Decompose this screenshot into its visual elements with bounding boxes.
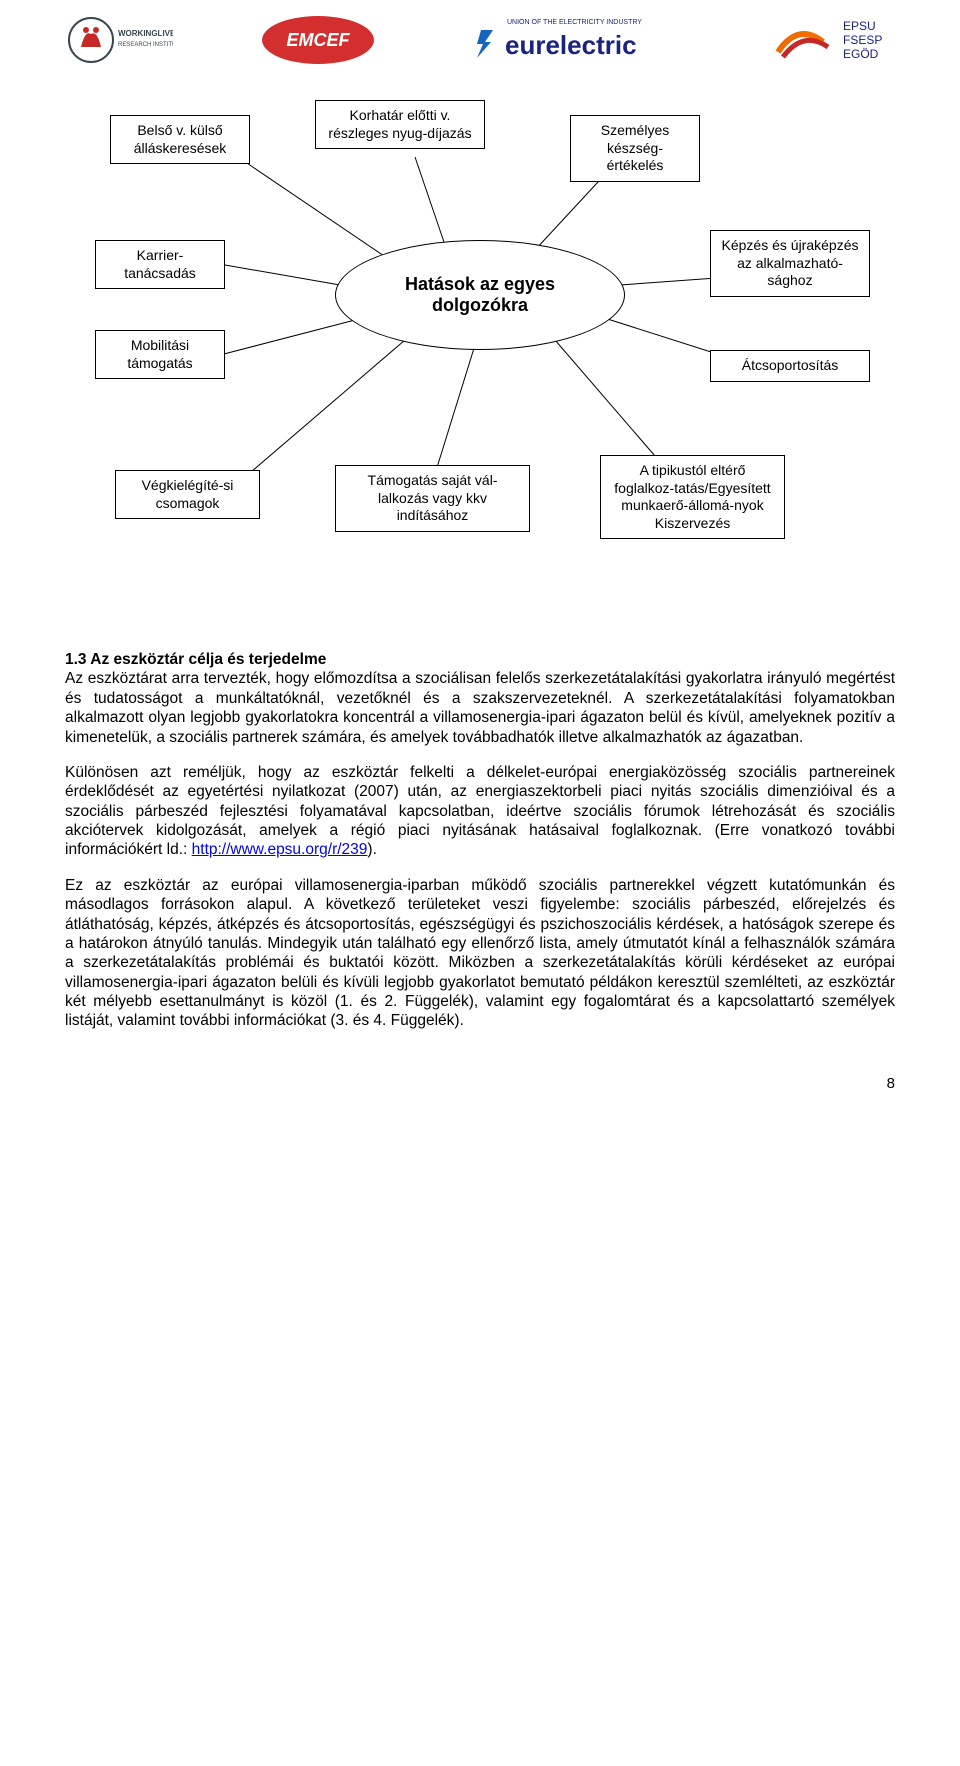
paragraph-2: Különösen azt reméljük, hogy az eszköztá… [65,763,895,860]
svg-text:EMCEF: EMCEF [286,30,350,50]
svg-text:UNION OF THE ELECTRICITY INDUS: UNION OF THE ELECTRICITY INDUSTRY [507,19,642,26]
paragraph-2-b: ). [367,841,376,858]
diagram-box-training: Képzés és újraképzés az alkalmazható-ság… [710,230,870,297]
diagram-box-retirement: Korhatár előtti v. részleges nyug-díjazá… [315,100,485,149]
paragraph-2-a: Különösen azt reméljük, hogy az eszköztá… [65,764,895,859]
svg-text:eurelectric: eurelectric [505,30,637,60]
paragraph-3: Ez az eszköztár az európai villamosenerg… [65,876,895,1031]
workinglives-logo: WORKINGLIVES RESEARCH INSTITUTE [63,10,173,70]
paragraph-1-text: Az eszköztárat arra tervezték, hogy előm… [65,670,895,745]
diagram-box-career: Karrier-tanácsadás [95,240,225,289]
epsu-link[interactable]: http://www.epsu.org/r/239 [192,841,368,858]
diagram-box-severance: Végkielégíté-si csomagok [115,470,260,519]
svg-text:RESEARCH INSTITUTE: RESEARCH INSTITUTE [118,42,173,48]
svg-text:EPSU: EPSU [843,19,876,33]
svg-text:WORKINGLIVES: WORKINGLIVES [118,29,173,38]
diagram-center-ellipse: Hatások az egyes dolgozókra [335,240,625,350]
paragraph-1: 1.3 Az eszköztár célja és terjedelme Az … [65,650,895,747]
section-heading-1-3: 1.3 Az eszköztár célja és terjedelme [65,651,326,668]
svg-text:EGÖD: EGÖD [843,47,879,61]
diagram-box-jobsearch: Belső v. külső álláskeresések [110,115,250,164]
diagram-box-mobility: Mobilitási támogatás [95,330,225,379]
emcef-logo: EMCEF [258,10,378,70]
document-body: 1.3 Az eszköztár célja és terjedelme Az … [0,650,960,1107]
eurelectric-logo: UNION OF THE ELECTRICITY INDUSTRY eurele… [463,10,683,70]
diagram-box-startup: Támogatás saját vál-lalkozás vagy kkv in… [335,465,530,532]
header-logo-row: WORKINGLIVES RESEARCH INSTITUTE EMCEF UN… [0,0,960,80]
svg-text:FSESP: FSESP [843,33,882,47]
diagram-box-atypical: A tipikustól eltérő foglalkoz-tatás/Egye… [600,455,785,539]
diagram-center-label: Hatások az egyes dolgozókra [356,274,604,316]
page-number: 8 [887,1075,895,1092]
diagram-box-redeploy: Átcsoportosítás [710,350,870,382]
epsu-logo: EPSU FSESP EGÖD [768,10,898,70]
diagram-box-skills: Személyes készség-értékelés [570,115,700,182]
concept-diagram: Hatások az egyes dolgozókra Belső v. kül… [0,90,960,650]
